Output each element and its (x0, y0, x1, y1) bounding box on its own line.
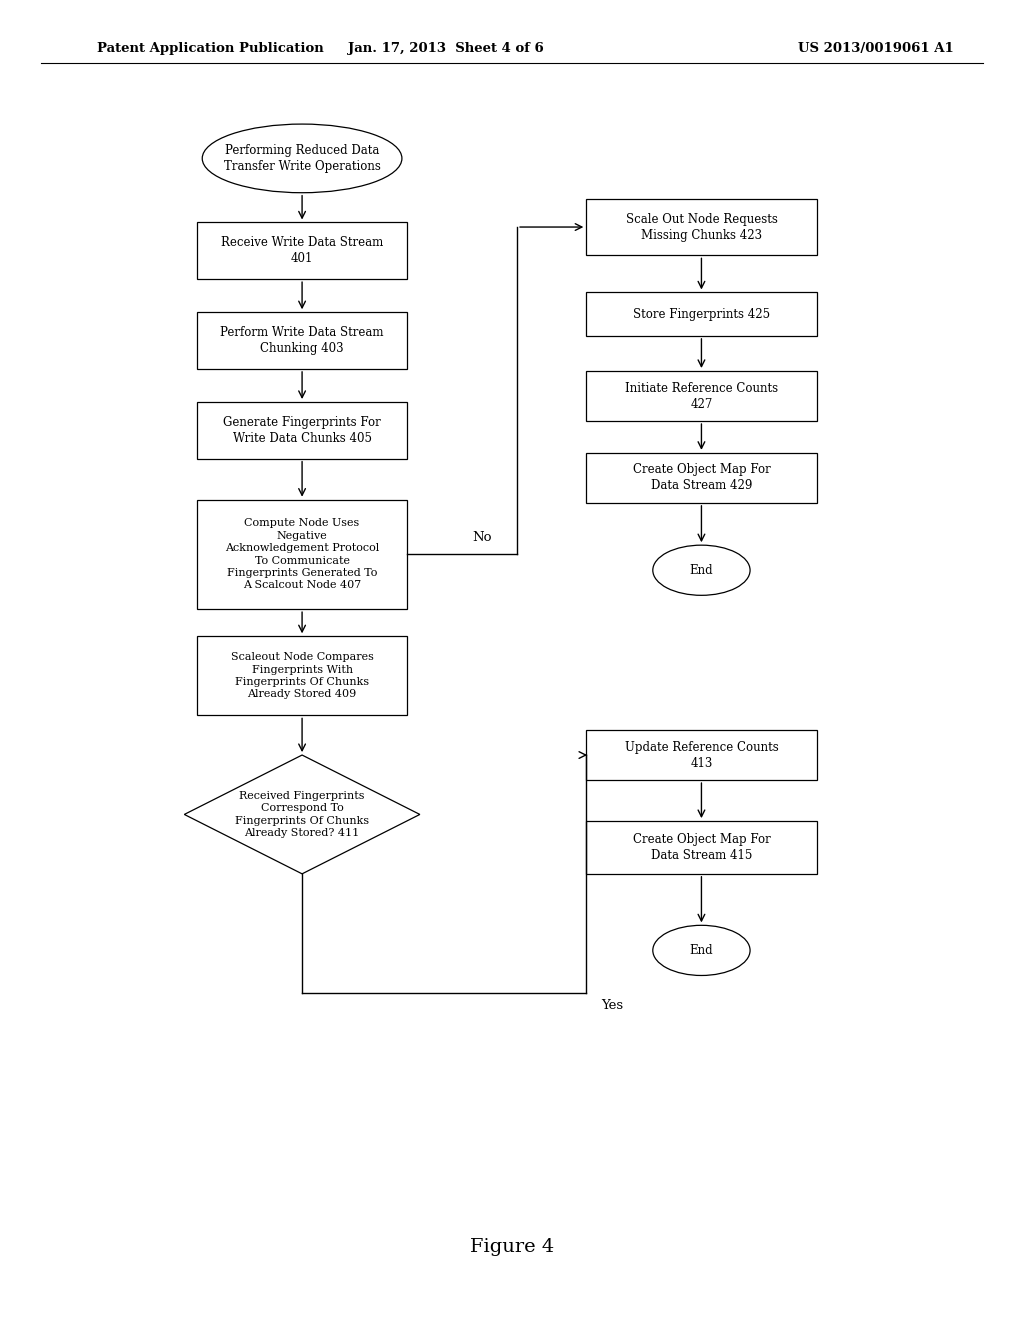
Text: Create Object Map For
Data Stream 415: Create Object Map For Data Stream 415 (633, 833, 770, 862)
Text: Create Object Map For
Data Stream 429: Create Object Map For Data Stream 429 (633, 463, 770, 492)
FancyBboxPatch shape (586, 730, 817, 780)
Text: Received Fingerprints
Correspond To
Fingerprints Of Chunks
Already Stored? 411: Received Fingerprints Correspond To Fing… (236, 791, 369, 838)
Text: Perform Write Data Stream
Chunking 403: Perform Write Data Stream Chunking 403 (220, 326, 384, 355)
Text: Update Reference Counts
413: Update Reference Counts 413 (625, 741, 778, 770)
Text: Figure 4: Figure 4 (470, 1238, 554, 1257)
FancyBboxPatch shape (197, 636, 407, 715)
Text: Generate Fingerprints For
Write Data Chunks 405: Generate Fingerprints For Write Data Chu… (223, 416, 381, 445)
Text: Performing Reduced Data
Transfer Write Operations: Performing Reduced Data Transfer Write O… (223, 144, 381, 173)
Text: Store Fingerprints 425: Store Fingerprints 425 (633, 308, 770, 321)
Text: No: No (472, 531, 492, 544)
FancyBboxPatch shape (197, 312, 407, 368)
Text: Initiate Reference Counts
427: Initiate Reference Counts 427 (625, 381, 778, 411)
FancyBboxPatch shape (197, 222, 407, 279)
FancyBboxPatch shape (586, 198, 817, 256)
Ellipse shape (653, 925, 750, 975)
Ellipse shape (653, 545, 750, 595)
Text: End: End (689, 564, 714, 577)
Text: Patent Application Publication: Patent Application Publication (97, 42, 324, 54)
Text: Receive Write Data Stream
401: Receive Write Data Stream 401 (221, 236, 383, 265)
Text: End: End (689, 944, 714, 957)
Text: Yes: Yes (602, 999, 624, 1012)
FancyBboxPatch shape (197, 500, 407, 610)
Text: US 2013/0019061 A1: US 2013/0019061 A1 (798, 42, 953, 54)
FancyBboxPatch shape (586, 371, 817, 421)
FancyBboxPatch shape (586, 453, 817, 503)
Text: Scaleout Node Compares
Fingerprints With
Fingerprints Of Chunks
Already Stored 4: Scaleout Node Compares Fingerprints With… (230, 652, 374, 700)
FancyBboxPatch shape (197, 401, 407, 458)
Text: Compute Node Uses
Negative
Acknowledgement Protocol
To Communicate
Fingerprints : Compute Node Uses Negative Acknowledgeme… (225, 519, 379, 590)
Text: Jan. 17, 2013  Sheet 4 of 6: Jan. 17, 2013 Sheet 4 of 6 (347, 42, 544, 54)
FancyBboxPatch shape (586, 821, 817, 874)
Polygon shape (184, 755, 420, 874)
Text: Scale Out Node Requests
Missing Chunks 423: Scale Out Node Requests Missing Chunks 4… (626, 213, 777, 242)
FancyBboxPatch shape (586, 292, 817, 335)
Ellipse shape (202, 124, 401, 193)
